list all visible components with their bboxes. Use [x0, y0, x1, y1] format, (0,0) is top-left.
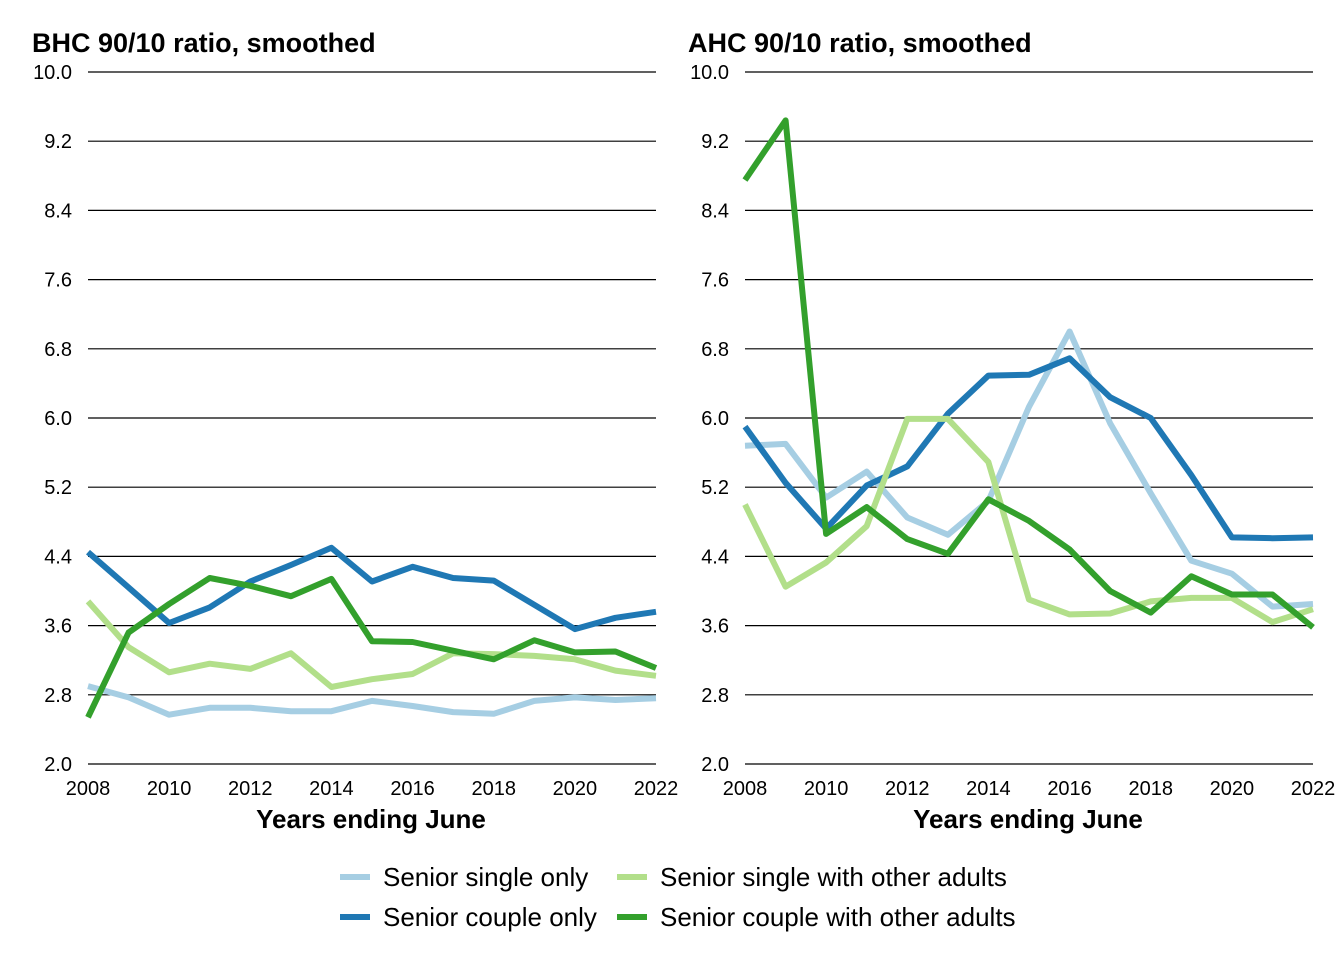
x-tick-label: 2016 [390, 778, 435, 800]
series-line-senior-single-only [87, 683, 657, 718]
series-line-senior-single-with-other-adults [742, 415, 1314, 626]
y-tick-label: 8.4 [701, 200, 729, 222]
y-tick-label: 5.2 [701, 477, 729, 499]
y-tick-label: 3.6 [701, 616, 729, 638]
y-tick-label: 2.8 [44, 685, 72, 707]
ahc-chart-panel: AHC 90/10 ratio, smoothed 10.0 9.2 8.4 7.6 6… [688, 28, 1335, 834]
ahc-series-lines [742, 117, 1315, 630]
x-tick-label: 2008 [723, 778, 768, 800]
series-line-senior-couple-with-other-adults [742, 117, 1315, 630]
y-tick-label: 7.6 [701, 270, 729, 292]
y-tick-label: 6.0 [44, 408, 72, 430]
legend-label: Senior couple only [383, 902, 597, 932]
x-tick-label: 2018 [471, 778, 516, 800]
x-tick-label: 2018 [1128, 778, 1173, 800]
legend-item-senior-couple-with-other-adults: Senior couple with other adults [617, 902, 1016, 932]
bhc-y-tick-labels: 10.0 9.2 8.4 7.6 6.8 6.0 5.2 4.4 3.6 2.8 2.0 [33, 62, 72, 776]
legend: Senior single only Senior single with ot… [340, 862, 1016, 932]
legend-item-senior-single-with-other-adults: Senior single with other adults [617, 862, 1007, 892]
y-tick-label: 2.0 [44, 754, 72, 776]
y-tick-label: 6.0 [701, 408, 729, 430]
bhc-chart-title: BHC 90/10 ratio, smoothed [32, 28, 376, 58]
bhc-chart-panel: BHC 90/10 ratio, smoothed 10.0 9.2 8.4 7.6 6… [32, 28, 678, 834]
y-tick-label: 7.6 [44, 270, 72, 292]
y-tick-label: 6.8 [44, 339, 72, 361]
y-tick-label: 3.6 [44, 616, 72, 638]
bhc-gridlines [88, 71, 656, 765]
series-line-senior-couple-with-other-adults [85, 575, 658, 719]
y-tick-label: 4.4 [44, 546, 72, 568]
x-tick-label: 2012 [228, 778, 273, 800]
y-tick-label: 9.2 [44, 131, 72, 153]
x-tick-label: 2020 [553, 778, 598, 800]
legend-label: Senior couple with other adults [660, 902, 1016, 932]
y-tick-label: 10.0 [690, 62, 729, 84]
series-line-senior-single-with-other-adults [85, 599, 657, 690]
x-tick-label: 2022 [634, 778, 679, 800]
y-tick-label: 2.0 [701, 754, 729, 776]
series-line-senior-couple-only [742, 355, 1314, 542]
bhc-x-tick-labels: 2008 2010 2012 2014 2016 2018 2020 2022 [66, 778, 679, 800]
bhc-x-axis-label: Years ending June [256, 804, 486, 834]
series-line-senior-single-only [744, 328, 1314, 610]
series-line-senior-couple-only [86, 544, 657, 633]
y-tick-label: 2.8 [701, 685, 729, 707]
y-tick-label: 5.2 [44, 477, 72, 499]
x-tick-label: 2020 [1210, 778, 1255, 800]
ahc-x-tick-labels: 2008 2010 2012 2014 2016 2018 2020 2022 [723, 778, 1336, 800]
y-tick-label: 10.0 [33, 62, 72, 84]
ahc-y-tick-labels: 10.0 9.2 8.4 7.6 6.8 6.0 5.2 4.4 3.6 2.8 2.0 [690, 62, 729, 776]
ahc-x-axis-label: Years ending June [913, 804, 1143, 834]
y-tick-label: 6.8 [701, 339, 729, 361]
legend-item-senior-single-only: Senior single only [340, 862, 588, 892]
x-tick-label: 2012 [885, 778, 930, 800]
x-tick-label: 2010 [147, 778, 192, 800]
y-tick-label: 4.4 [701, 546, 729, 568]
x-tick-label: 2008 [66, 778, 111, 800]
x-tick-label: 2016 [1047, 778, 1092, 800]
x-tick-label: 2022 [1291, 778, 1336, 800]
y-tick-label: 8.4 [44, 200, 72, 222]
x-tick-label: 2014 [309, 778, 354, 800]
legend-item-senior-couple-only: Senior couple only [340, 902, 597, 932]
legend-label: Senior single only [383, 862, 588, 892]
x-tick-label: 2010 [804, 778, 849, 800]
x-tick-label: 2014 [966, 778, 1011, 800]
ahc-chart-title: AHC 90/10 ratio, smoothed [688, 28, 1032, 58]
bhc-series-lines [85, 544, 658, 719]
ahc-gridlines [745, 71, 1313, 765]
legend-label: Senior single with other adults [660, 862, 1007, 892]
y-tick-label: 9.2 [701, 131, 729, 153]
